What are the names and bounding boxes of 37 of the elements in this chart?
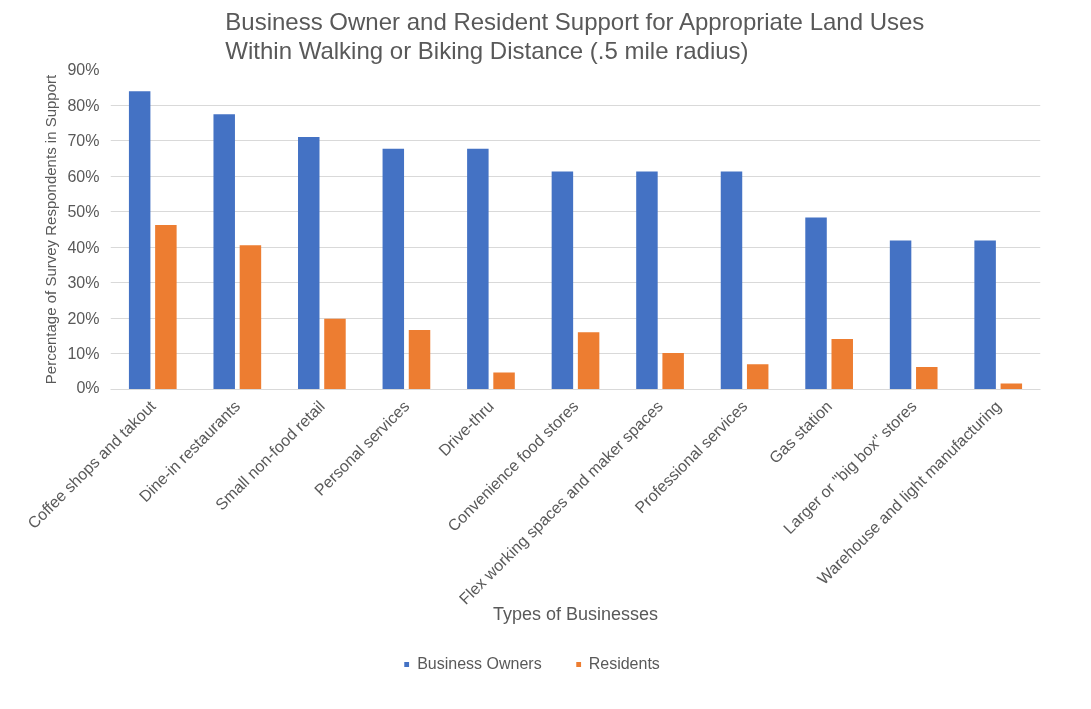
bar: [831, 339, 853, 390]
bar: [1000, 383, 1023, 390]
bar: [974, 240, 996, 390]
bar: [746, 364, 769, 390]
bar: [551, 171, 574, 390]
y-tick-label: 10%: [67, 345, 100, 363]
bar: [213, 114, 235, 390]
bar: [155, 224, 177, 390]
y-tick-label: 90%: [67, 61, 100, 78]
bar: [889, 240, 912, 390]
legend-label: Residents: [588, 655, 660, 673]
y-tick-label: 70%: [67, 132, 100, 150]
bar: [720, 171, 743, 390]
chart-title: Business Owner and Resident Support for Appropriate Land Uses Within Walking or Biking Distance (.5 mile radius): [225, 7, 925, 65]
bar: [408, 330, 431, 390]
y-tick-label: 30%: [67, 274, 100, 292]
y-tick-label: 50%: [67, 203, 100, 221]
legend-label: Business Owners: [417, 655, 542, 673]
y-axis-title: Percentage of Survey Respondents in Support: [42, 73, 60, 385]
bar: [324, 318, 346, 390]
y-tick-label: 40%: [67, 238, 100, 256]
bar: [636, 171, 658, 390]
bar: [805, 217, 827, 390]
y-tick-label: 20%: [67, 309, 100, 327]
y-tick-label: 60%: [67, 167, 100, 185]
bar: [239, 245, 262, 390]
bar: [298, 137, 320, 390]
bar: [916, 367, 938, 390]
x-axis-title: Types of Businesses: [492, 603, 659, 624]
bar: [128, 91, 151, 390]
y-tick-label: 0%: [76, 378, 100, 396]
bar: [467, 148, 489, 390]
bar: [662, 352, 684, 390]
bar: [493, 372, 515, 390]
y-tick-label: 80%: [67, 96, 100, 114]
bar: [577, 332, 600, 390]
bar: [382, 148, 405, 390]
